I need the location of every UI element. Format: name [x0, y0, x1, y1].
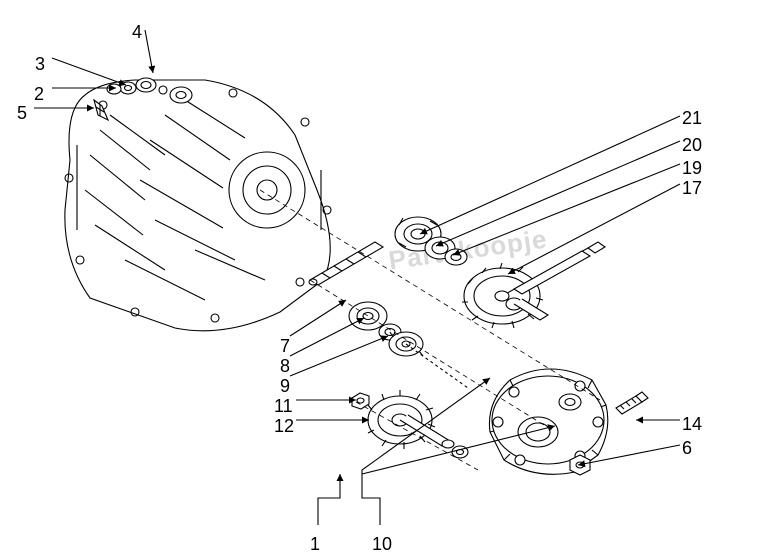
- callout-label-2: 2: [34, 84, 44, 105]
- callout-label-8: 8: [280, 356, 290, 377]
- callout-label-4: 4: [132, 22, 142, 43]
- callout-label-6: 6: [682, 438, 692, 459]
- callout-label-11: 11: [274, 396, 293, 417]
- callout-label-14: 14: [682, 414, 702, 435]
- callout-label-1: 1: [310, 534, 320, 555]
- callout-label-9: 9: [280, 376, 290, 397]
- callout-label-10: 10: [372, 534, 392, 555]
- callout-label-5: 5: [17, 103, 27, 124]
- diagram-canvas: Partskoopje: [0, 0, 777, 560]
- callout-label-20: 20: [682, 135, 702, 156]
- assembly-axes: [0, 0, 777, 560]
- callout-label-19: 19: [682, 158, 702, 179]
- callout-label-3: 3: [35, 54, 45, 75]
- callout-label-12: 12: [274, 416, 294, 437]
- callout-label-17: 17: [682, 178, 702, 199]
- callout-label-21: 21: [682, 108, 702, 129]
- callout-label-7: 7: [280, 336, 290, 357]
